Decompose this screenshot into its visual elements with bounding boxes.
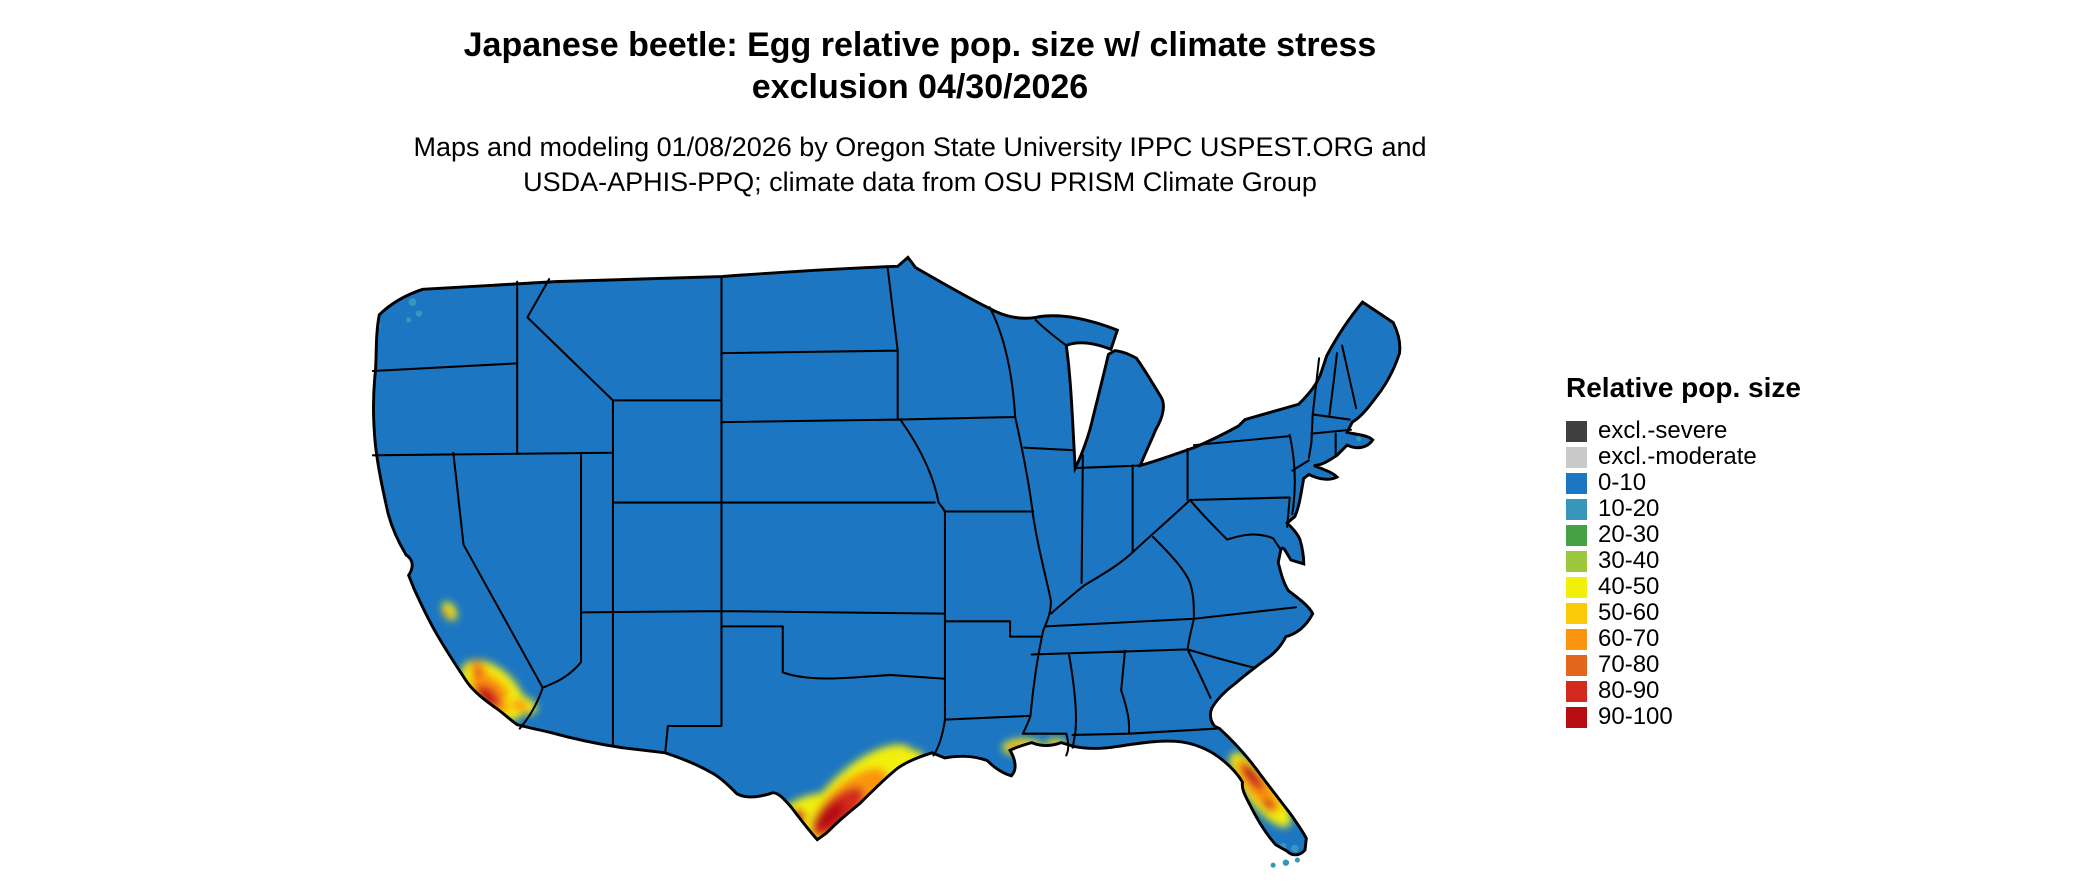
us-population-map bbox=[300, 228, 1526, 892]
page-title-line1: Japanese beetle: Egg relative pop. size … bbox=[463, 26, 1377, 64]
legend-swatch bbox=[1566, 706, 1587, 728]
legend-label: 10-20 bbox=[1598, 495, 1660, 522]
legend-label: 90-100 bbox=[1598, 703, 1673, 730]
map-header: Japanese beetle: Egg relative pop. size … bbox=[413, 24, 1426, 200]
legend-label: 20-30 bbox=[1598, 521, 1660, 548]
legend-item: 60-70 bbox=[1566, 626, 1801, 652]
subtitle-line1: Maps and modeling 01/08/2026 by Oregon S… bbox=[413, 132, 1427, 162]
legend-label: 50-60 bbox=[1598, 599, 1660, 626]
legend-items: excl.-severe excl.-moderate 0-10 10-20 2… bbox=[1566, 418, 1801, 730]
legend-label: excl.-severe bbox=[1598, 417, 1728, 444]
legend-item: 90-100 bbox=[1566, 704, 1801, 730]
legend-swatch bbox=[1566, 576, 1587, 598]
legend-item: 20-30 bbox=[1566, 522, 1801, 548]
legend-swatch bbox=[1566, 498, 1587, 520]
us-map-svg bbox=[371, 255, 1402, 868]
legend-swatch bbox=[1566, 654, 1587, 676]
legend-label: excl.-moderate bbox=[1598, 443, 1757, 470]
legend-item: 30-40 bbox=[1566, 548, 1801, 574]
page-title-line2: exclusion 04/30/2026 bbox=[751, 68, 1089, 106]
legend-swatch bbox=[1566, 602, 1587, 624]
legend-label: 70-80 bbox=[1598, 651, 1660, 678]
state-borders bbox=[371, 265, 1358, 757]
legend-item: 70-80 bbox=[1566, 652, 1801, 678]
legend-swatch bbox=[1566, 524, 1587, 546]
legend-label: 40-50 bbox=[1598, 573, 1660, 600]
legend-item: excl.-severe bbox=[1566, 418, 1801, 444]
legend-swatch bbox=[1566, 420, 1587, 442]
legend-label: 60-70 bbox=[1598, 625, 1660, 652]
florida-keys-specks bbox=[1270, 857, 1300, 868]
legend-swatch bbox=[1566, 550, 1587, 572]
legend-swatch bbox=[1566, 446, 1587, 468]
legend-label: 0-10 bbox=[1598, 469, 1647, 496]
legend-item: 40-50 bbox=[1566, 574, 1801, 600]
legend: Relative pop. size excl.-severe excl.-mo… bbox=[1566, 372, 1801, 730]
legend-item: 80-90 bbox=[1566, 678, 1801, 704]
legend-swatch bbox=[1566, 472, 1587, 494]
legend-label: 30-40 bbox=[1598, 547, 1660, 574]
subtitle-line2: USDA-APHIS-PPQ; climate data from OSU PR… bbox=[523, 167, 1317, 197]
legend-item: 10-20 bbox=[1566, 496, 1801, 522]
legend-item: 0-10 bbox=[1566, 470, 1801, 496]
legend-swatch bbox=[1566, 680, 1587, 702]
legend-label: 80-90 bbox=[1598, 677, 1660, 704]
legend-swatch bbox=[1566, 628, 1587, 650]
legend-title: Relative pop. size bbox=[1566, 372, 1801, 403]
legend-item: 50-60 bbox=[1566, 600, 1801, 626]
map-subtitle: Maps and modeling 01/08/2026 by Oregon S… bbox=[413, 130, 1426, 200]
legend-item: excl.-moderate bbox=[1566, 444, 1801, 470]
